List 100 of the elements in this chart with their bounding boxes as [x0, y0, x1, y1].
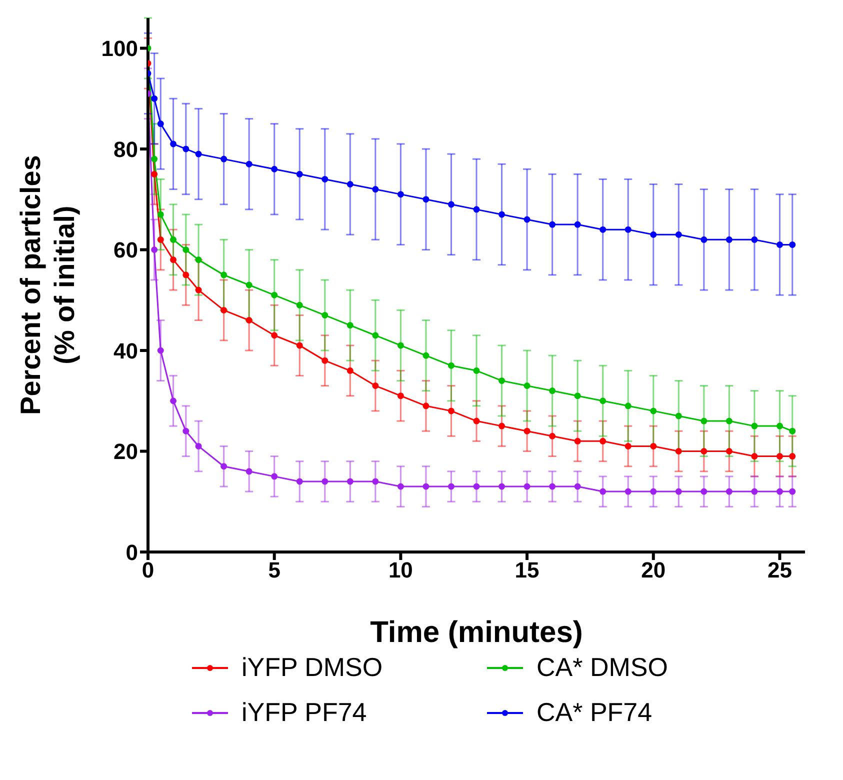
point: [372, 332, 379, 339]
point: [157, 211, 164, 218]
point: [397, 392, 404, 400]
point: [789, 488, 796, 495]
point: [322, 357, 328, 364]
point: [271, 292, 278, 298]
point: [195, 150, 202, 158]
point: [473, 418, 480, 424]
point: [157, 236, 164, 243]
point: [195, 286, 202, 294]
point: [151, 156, 158, 162]
point: [170, 398, 177, 404]
point: [195, 442, 202, 450]
point: [751, 488, 758, 495]
point: [700, 418, 708, 424]
point: [600, 226, 606, 233]
legend-label: iYFP PF74: [242, 697, 367, 728]
point: [182, 272, 190, 278]
point: [220, 463, 228, 470]
point: [549, 388, 556, 394]
point: [726, 488, 732, 495]
point: [422, 483, 430, 490]
point: [524, 483, 530, 490]
point: [776, 422, 783, 430]
point: [751, 453, 758, 460]
point: [524, 216, 530, 223]
point: [498, 211, 506, 218]
point: [170, 236, 177, 243]
x-tick-label: 10: [388, 558, 413, 583]
point: [271, 473, 278, 480]
point: [574, 438, 581, 444]
point: [220, 156, 228, 162]
point: [397, 342, 404, 349]
point: [726, 236, 732, 243]
point: [751, 236, 758, 243]
point: [624, 488, 632, 495]
point: [549, 483, 556, 490]
y-tick-label: 80: [114, 136, 138, 162]
point: [271, 332, 278, 339]
x-tick-label: 0: [142, 558, 154, 583]
point: [675, 448, 682, 454]
y-tick-label: 20: [114, 439, 138, 464]
point: [246, 282, 252, 288]
point: [397, 483, 404, 490]
point: [372, 186, 379, 193]
point: [574, 221, 581, 228]
point: [157, 120, 164, 128]
point: [600, 488, 606, 495]
point: [346, 180, 354, 188]
point: [549, 432, 556, 440]
point: [170, 140, 177, 148]
point: [346, 478, 354, 485]
point: [296, 478, 303, 485]
point: [524, 382, 530, 390]
point: [422, 402, 430, 410]
point: [372, 382, 379, 390]
point: [789, 428, 796, 434]
point: [675, 412, 682, 420]
point: [574, 483, 581, 490]
point: [448, 483, 454, 490]
point: [789, 453, 796, 460]
point: [650, 488, 657, 495]
point: [776, 453, 783, 460]
point: [498, 483, 506, 490]
point: [650, 442, 657, 450]
point: [246, 160, 252, 168]
point: [524, 428, 530, 434]
x-tick-label: 25: [767, 558, 792, 583]
legend-label: CA* PF74: [536, 697, 652, 728]
point: [157, 347, 164, 354]
point: [346, 367, 354, 374]
point: [296, 342, 303, 349]
point: [151, 95, 158, 102]
point: [220, 272, 228, 278]
point: [600, 438, 606, 444]
legend-label: iYFP DMSO: [242, 652, 383, 683]
point: [372, 478, 379, 485]
x-axis-title: Time (minutes): [370, 616, 583, 649]
point: [170, 256, 177, 264]
point: [296, 170, 303, 178]
point: [751, 422, 758, 430]
legend-label: CA* DMSO: [536, 652, 668, 683]
point: [700, 448, 708, 454]
point: [624, 442, 632, 450]
point: [271, 166, 278, 172]
point: [151, 246, 158, 253]
y-tick-label: 100: [101, 36, 138, 62]
point: [473, 206, 480, 213]
point: [296, 302, 303, 308]
point: [151, 170, 158, 178]
point: [397, 191, 404, 198]
point: [322, 478, 328, 485]
point: [498, 422, 506, 430]
x-tick-label: 15: [514, 558, 540, 583]
y-tick-label: 40: [114, 338, 138, 364]
point: [789, 241, 796, 248]
point: [346, 322, 354, 329]
point: [624, 226, 632, 233]
point: [700, 236, 708, 243]
point: [776, 241, 783, 248]
